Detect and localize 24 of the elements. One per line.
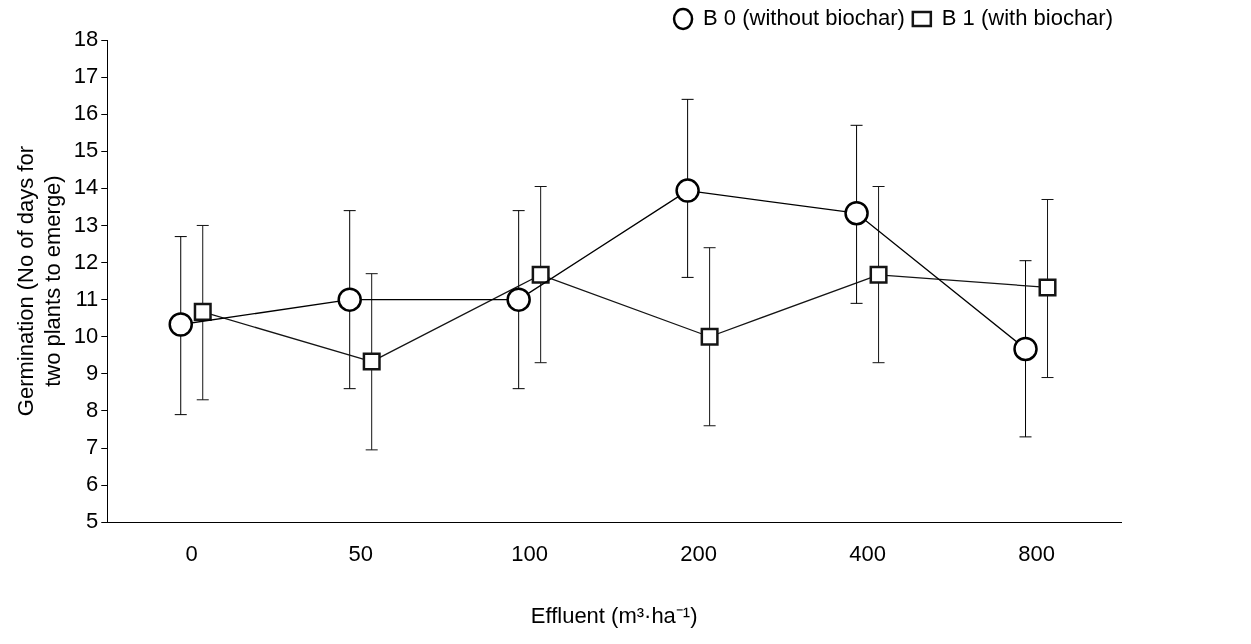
y-tick-label: 11 [75,285,99,311]
x-tick-label: 200 [680,541,717,567]
y-tick-label: 13 [73,211,99,237]
y-tick-label: 10 [73,322,99,348]
y-tick-label: 9 [86,359,99,385]
y-tick-label: 12 [73,248,99,274]
y-tick-label: 15 [73,137,99,163]
y-tick-label: 16 [73,100,99,126]
legend-label: B 0 (without biochar) [703,5,905,31]
y-tick-label: 5 [86,508,99,534]
x-tick-label: 50 [348,541,373,567]
y-tick-label: 18 [73,26,99,52]
x-tick-label: 800 [1018,541,1055,567]
y-tick-label: 8 [86,396,99,422]
y-axis-title: Germination (No of days for two plants to emerge) [13,145,65,417]
x-tick-label: 400 [849,541,886,567]
y-tick-label: 14 [73,174,99,200]
y-tick-label: 6 [86,471,99,497]
x-tick-label: 100 [511,541,549,567]
legend-label: B 1 (with biochar) [941,5,1114,31]
y-tick-label: 17 [73,63,99,89]
x-axis-title: Effluent (m³·ha⁻¹) [530,602,698,628]
x-tick-label: 0 [185,541,198,567]
y-tick-label: 7 [86,434,99,460]
